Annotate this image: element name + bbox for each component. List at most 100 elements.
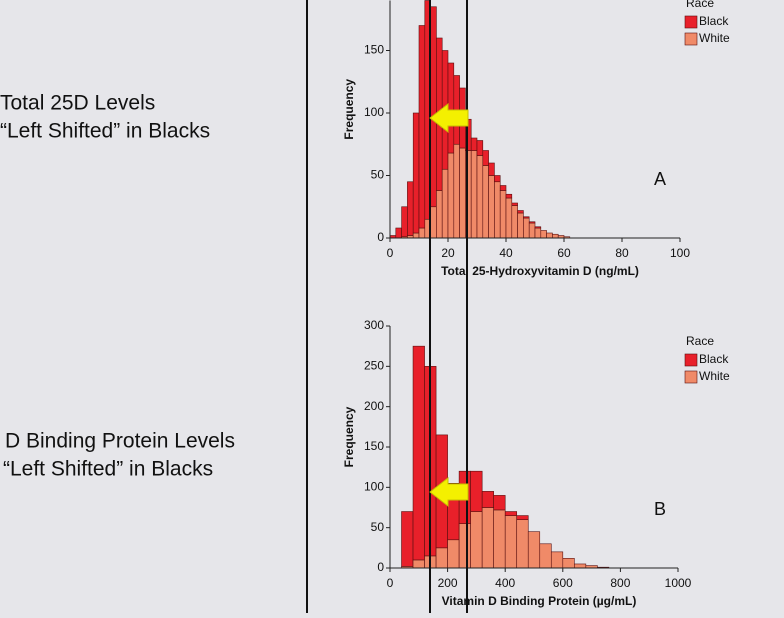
y-tick-label: 0: [377, 230, 384, 244]
x-tick-label: 600: [553, 576, 573, 590]
bar: [407, 181, 414, 236]
bar: [401, 206, 408, 238]
y-tick-label: 200: [364, 399, 384, 413]
caption-line: D Binding Protein Levels: [5, 430, 235, 453]
caption-line: “Left Shifted” in Blacks: [0, 120, 210, 143]
bar: [453, 143, 460, 239]
y-tick-label: 300: [364, 318, 384, 332]
bar: [528, 221, 536, 224]
bar: [494, 181, 501, 239]
bar: [540, 230, 547, 239]
legend-title: Race: [686, 334, 714, 348]
legend-label: Black: [699, 352, 729, 366]
bar: [539, 543, 552, 569]
y-axis-label: Frequency: [342, 406, 356, 467]
x-tick-label: 400: [495, 576, 515, 590]
bar: [516, 515, 529, 520]
bar: [504, 515, 518, 569]
bar: [534, 227, 542, 239]
legend-label: White: [699, 369, 730, 383]
bar: [435, 547, 448, 569]
bar: [418, 227, 426, 239]
y-tick-label: 100: [364, 105, 384, 119]
bar: [481, 507, 494, 569]
x-tick-label: 1000: [665, 576, 692, 590]
bar: [504, 511, 518, 516]
bar: [447, 62, 455, 154]
bar: [418, 25, 426, 229]
annotation: A: [654, 169, 666, 189]
bar: [476, 155, 484, 239]
y-tick-label: 0: [377, 560, 384, 574]
bar: [527, 531, 541, 569]
caption-line: “Left Shifted” in Blacks: [3, 458, 213, 481]
bar: [511, 202, 518, 206]
bar: [517, 210, 524, 214]
x-tick-label: 40: [499, 246, 513, 260]
bar: [482, 150, 489, 166]
bar: [395, 227, 402, 239]
y-tick-label: 100: [364, 480, 384, 494]
legend-swatch: [684, 370, 698, 384]
bar: [470, 137, 478, 151]
x-tick-label: 200: [438, 576, 458, 590]
bar: [458, 523, 471, 569]
legend-label: White: [699, 31, 730, 45]
x-axis-label: Total 25-Hydroxyvitamin D (ng/mL): [441, 264, 639, 278]
bar: [436, 190, 443, 239]
bar: [534, 226, 542, 229]
bar: [517, 212, 524, 239]
bar: [546, 232, 553, 239]
legend-swatch: [684, 15, 698, 29]
bar: [552, 233, 559, 239]
bar: [459, 147, 466, 239]
y-tick-label: 150: [364, 439, 384, 453]
legend-swatch: [684, 32, 698, 46]
y-tick-label: 250: [364, 359, 384, 373]
legend-title: Race: [686, 0, 714, 10]
bar: [488, 162, 495, 176]
y-tick-label: 50: [371, 520, 385, 534]
shift-arrow: [429, 102, 469, 134]
bar: [493, 509, 506, 569]
x-tick-label: 80: [615, 246, 629, 260]
y-axis-label: Frequency: [342, 79, 356, 140]
bar: [476, 140, 484, 156]
x-tick-label: 20: [441, 246, 455, 260]
bar: [494, 175, 501, 183]
bar: [430, 6, 437, 208]
bar: [401, 511, 414, 567]
bar: [412, 112, 420, 234]
x-tick-label: 800: [610, 576, 630, 590]
x-tick-label: 0: [387, 246, 394, 260]
x-tick-label: 60: [557, 246, 571, 260]
bar: [482, 165, 489, 239]
bar: [523, 217, 530, 239]
bar: [528, 222, 536, 239]
bar: [574, 563, 587, 569]
bar: [493, 495, 506, 511]
bar: [447, 539, 460, 569]
annotation: B: [654, 499, 666, 519]
bar: [481, 491, 494, 508]
y-tick-label: 150: [364, 43, 384, 57]
bar: [562, 558, 575, 569]
bar: [447, 152, 455, 239]
bar: [516, 519, 529, 569]
bar: [412, 345, 425, 561]
bar: [470, 150, 478, 239]
bar: [412, 559, 425, 569]
shift-arrow: [429, 476, 469, 508]
x-axis-label: Vitamin D Binding Protein (µg/mL): [442, 594, 637, 608]
legend-swatch: [684, 353, 698, 367]
bar: [550, 551, 564, 569]
bar: [499, 190, 507, 239]
bar: [511, 205, 518, 239]
bar: [499, 185, 507, 191]
bar: [412, 232, 420, 239]
caption-line: Total 25D Levels: [0, 92, 155, 115]
x-tick-label: 100: [670, 246, 690, 260]
bar: [505, 193, 513, 199]
